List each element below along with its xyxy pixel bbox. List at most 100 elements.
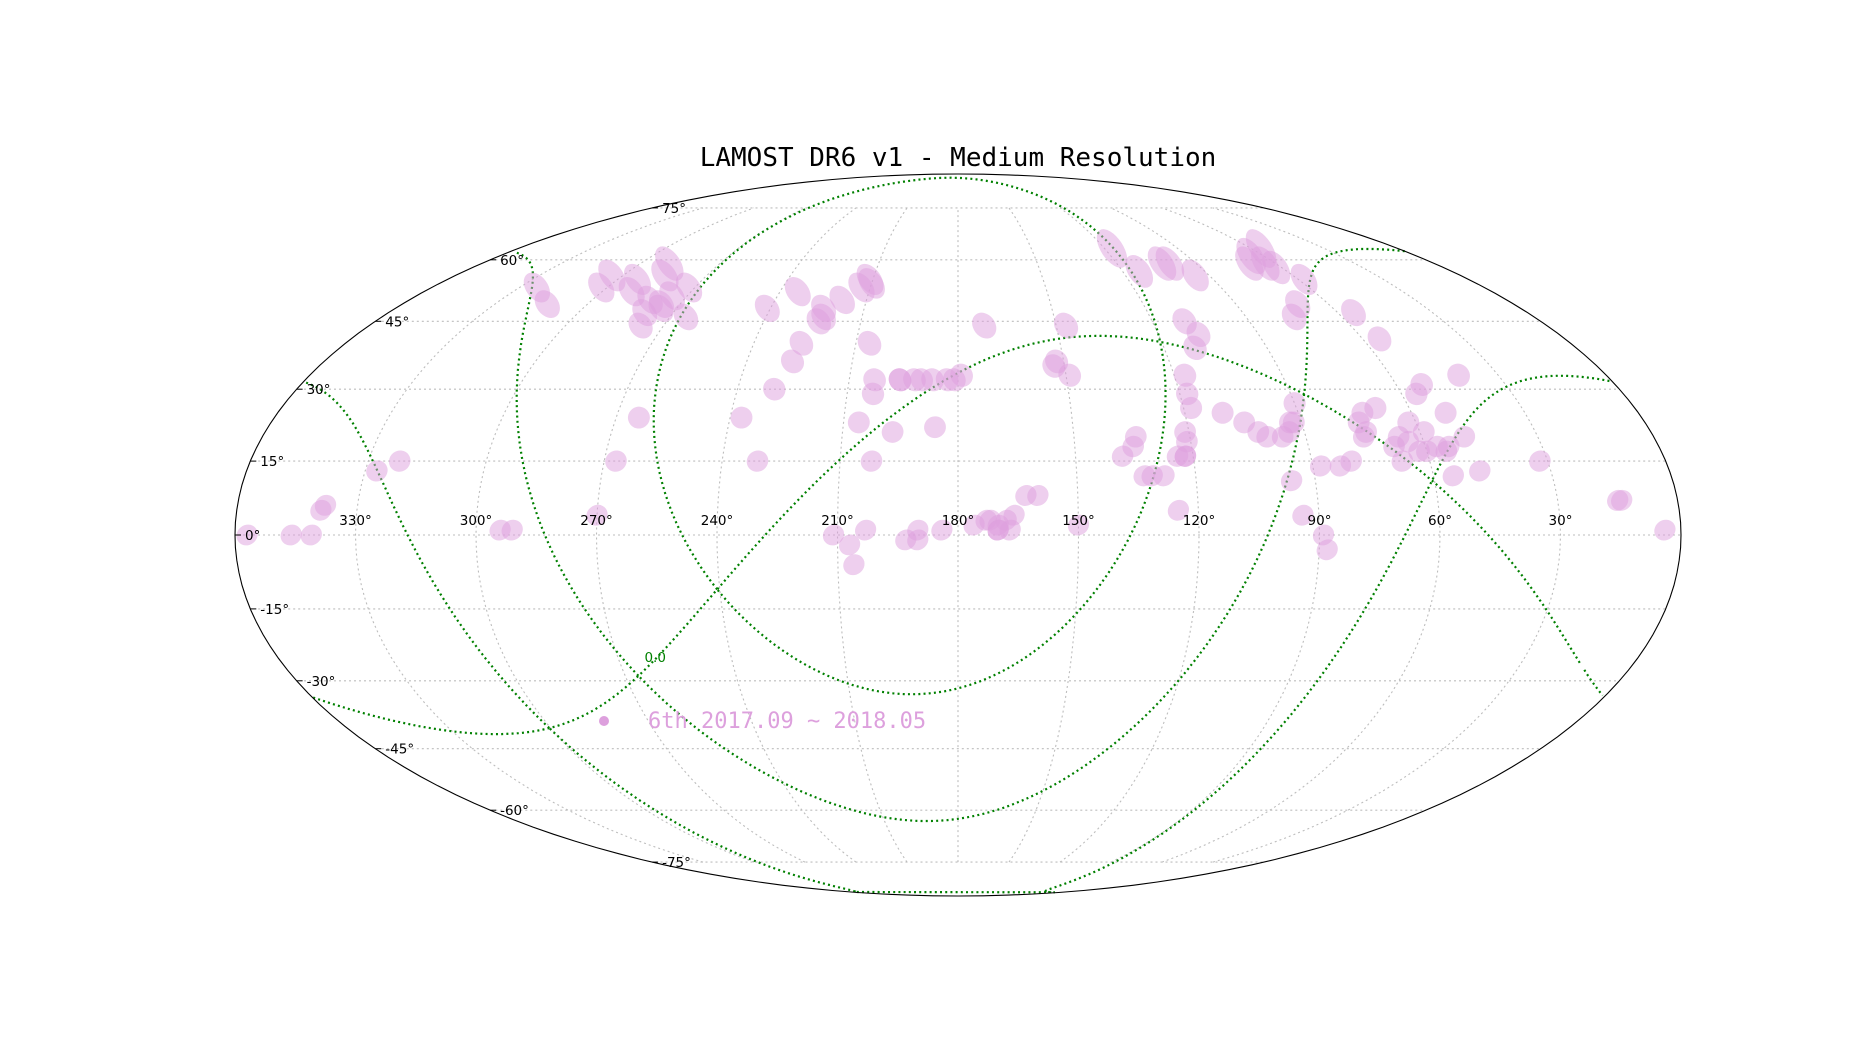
dec-tick-label: 60° (500, 253, 524, 269)
plate-marker (931, 519, 953, 541)
plate-marker (847, 411, 870, 434)
plate-marker (624, 263, 651, 295)
ra-tick-label: 30° (1549, 513, 1573, 529)
plate-marker (1124, 426, 1147, 448)
plate-marker (1410, 373, 1433, 396)
plate-marker (811, 294, 837, 323)
plate-marker (1292, 504, 1314, 526)
plate-marker (1280, 470, 1303, 492)
plate-marker (924, 416, 946, 439)
dec-tick-label: -60° (500, 803, 529, 819)
plate-marker (598, 259, 626, 292)
plate-marker (1434, 401, 1457, 424)
plate-marker (1245, 229, 1277, 268)
plate-marker (1167, 499, 1190, 521)
dec-tick-label: -75° (662, 855, 691, 871)
plate-marker (907, 529, 929, 551)
plate-marker (1529, 450, 1551, 472)
ra-tick-label: 150° (1062, 513, 1095, 529)
plate-marker (1341, 299, 1366, 327)
plate-marker (1364, 396, 1387, 420)
plate-marker (1309, 455, 1332, 477)
plate-marker (1174, 421, 1196, 443)
plate-marker (1412, 421, 1435, 443)
plate-marker (1290, 263, 1318, 295)
plate-marker (829, 285, 855, 315)
meridian-line (354, 207, 704, 863)
plate-marker (648, 294, 674, 323)
meridian-line (1008, 207, 1080, 863)
legend: 6th 2017.09 ~ 2018.05 (599, 709, 926, 734)
plate-marker (746, 450, 769, 472)
plate-marker (784, 276, 811, 307)
ra-tick-label: 330° (339, 513, 372, 529)
plate-marker (1285, 290, 1311, 318)
graticule (243, 207, 1681, 863)
plate-marker (854, 519, 877, 541)
plate-marker (1027, 485, 1049, 506)
plate-marker (651, 259, 679, 292)
plate-marker (858, 268, 885, 299)
plate-marker (1355, 421, 1377, 443)
plate-marker (1654, 519, 1676, 541)
galactic-latitude-line (303, 380, 551, 729)
plate-marker (523, 272, 551, 303)
dec-tick-label: 45° (385, 314, 409, 330)
plate-marker (1442, 465, 1464, 487)
ra-tick-label: 270° (580, 513, 613, 529)
plate-marker (972, 312, 997, 339)
plate-marker (1367, 326, 1392, 352)
dec-tick-label: -15° (260, 602, 289, 618)
plate-marker (605, 450, 627, 472)
plate-marker (987, 519, 1009, 541)
plate-marker (673, 303, 699, 331)
plate-marker (236, 524, 258, 546)
plate-marker (1153, 465, 1175, 487)
plate-marker (1176, 382, 1199, 406)
dec-tick-label: 30° (307, 382, 331, 398)
dec-tick-label: 75° (662, 201, 686, 217)
plate-marker (1453, 426, 1476, 448)
plate-marker (863, 368, 886, 392)
meridian-line (1110, 207, 1321, 863)
plate-marker (1256, 426, 1279, 448)
plate-marker (1067, 514, 1090, 536)
plate-marker (280, 524, 302, 546)
legend-marker (599, 716, 609, 726)
plate-marker (881, 421, 904, 443)
plate-marker (1211, 401, 1234, 424)
plate-marker (789, 330, 814, 356)
plate-marker (754, 294, 780, 323)
plate-marker (1003, 504, 1025, 526)
plate-marker (838, 534, 861, 556)
plate-marker (1053, 312, 1079, 339)
ra-tick-label: 180° (942, 513, 975, 529)
plate-marker (1186, 321, 1211, 348)
dec-tick-label: 0° (245, 528, 260, 544)
plate-marker (730, 406, 753, 429)
plate-marker (1155, 246, 1185, 281)
dec-tick-label: 15° (260, 454, 284, 470)
plate-marker (501, 519, 523, 541)
plate-marker (950, 363, 973, 387)
plate-marker (300, 524, 322, 546)
plate-marker (675, 272, 703, 303)
legend-label: 6th 2017.09 ~ 2018.05 (648, 709, 926, 734)
ra-tick-label: 90° (1308, 513, 1332, 529)
plate-marker (1340, 450, 1362, 472)
dec-tick-label: -30° (307, 674, 336, 690)
ra-tick-label: 300° (460, 513, 493, 529)
plate-marker (388, 450, 411, 472)
plate-marker (763, 377, 786, 401)
chart-title: LAMOST DR6 v1 - Medium Resolution (700, 143, 1217, 173)
plate-marker (1611, 489, 1633, 511)
plate-marker (1437, 435, 1460, 458)
plate-marker (1316, 539, 1338, 561)
plate-marker (366, 460, 388, 482)
ra-tick-label: 60° (1428, 513, 1452, 529)
plate-markers (236, 229, 1676, 576)
plate-marker (1125, 255, 1154, 288)
plate-marker (780, 349, 805, 374)
galactic-annotation: 0.0 (644, 650, 665, 666)
